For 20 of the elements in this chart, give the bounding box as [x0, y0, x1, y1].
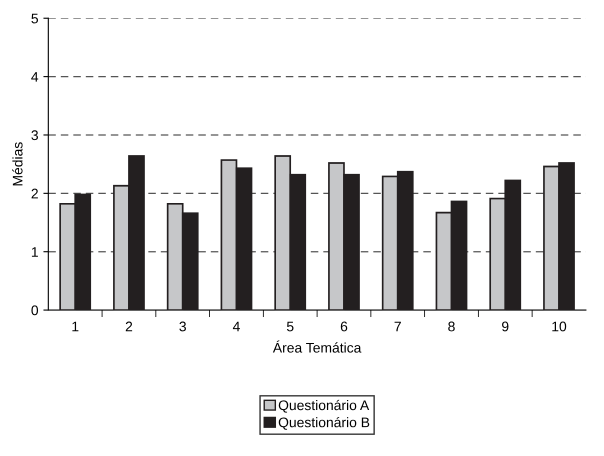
legend-label: Questionário A [278, 400, 370, 413]
x-tick-label: 8 [448, 322, 455, 332]
x-tick-label: 10 [552, 322, 566, 332]
y-tick-label: 0 [31, 305, 38, 316]
y-tick-label: 3 [31, 130, 38, 140]
x-tick-label: 1 [72, 322, 78, 332]
x-tick-label: 4 [232, 322, 240, 332]
y-tick-label: 2 [32, 188, 38, 198]
legend-label: Questionário B [278, 416, 370, 430]
x-tick-label: 6 [340, 322, 348, 332]
x-tick-label: 2 [126, 322, 132, 332]
x-tick-label: 9 [502, 322, 508, 332]
x-axis-title: Área Temática [272, 340, 362, 353]
y-tick-label: 1 [32, 247, 38, 257]
x-tick-label: 7 [394, 322, 401, 332]
y-axis-title: Médias [12, 142, 23, 186]
y-tick-label: 4 [31, 72, 38, 82]
x-tick-label: 3 [179, 322, 186, 332]
x-tick-label: 5 [286, 322, 294, 332]
y-tick-label: 5 [31, 14, 38, 24]
